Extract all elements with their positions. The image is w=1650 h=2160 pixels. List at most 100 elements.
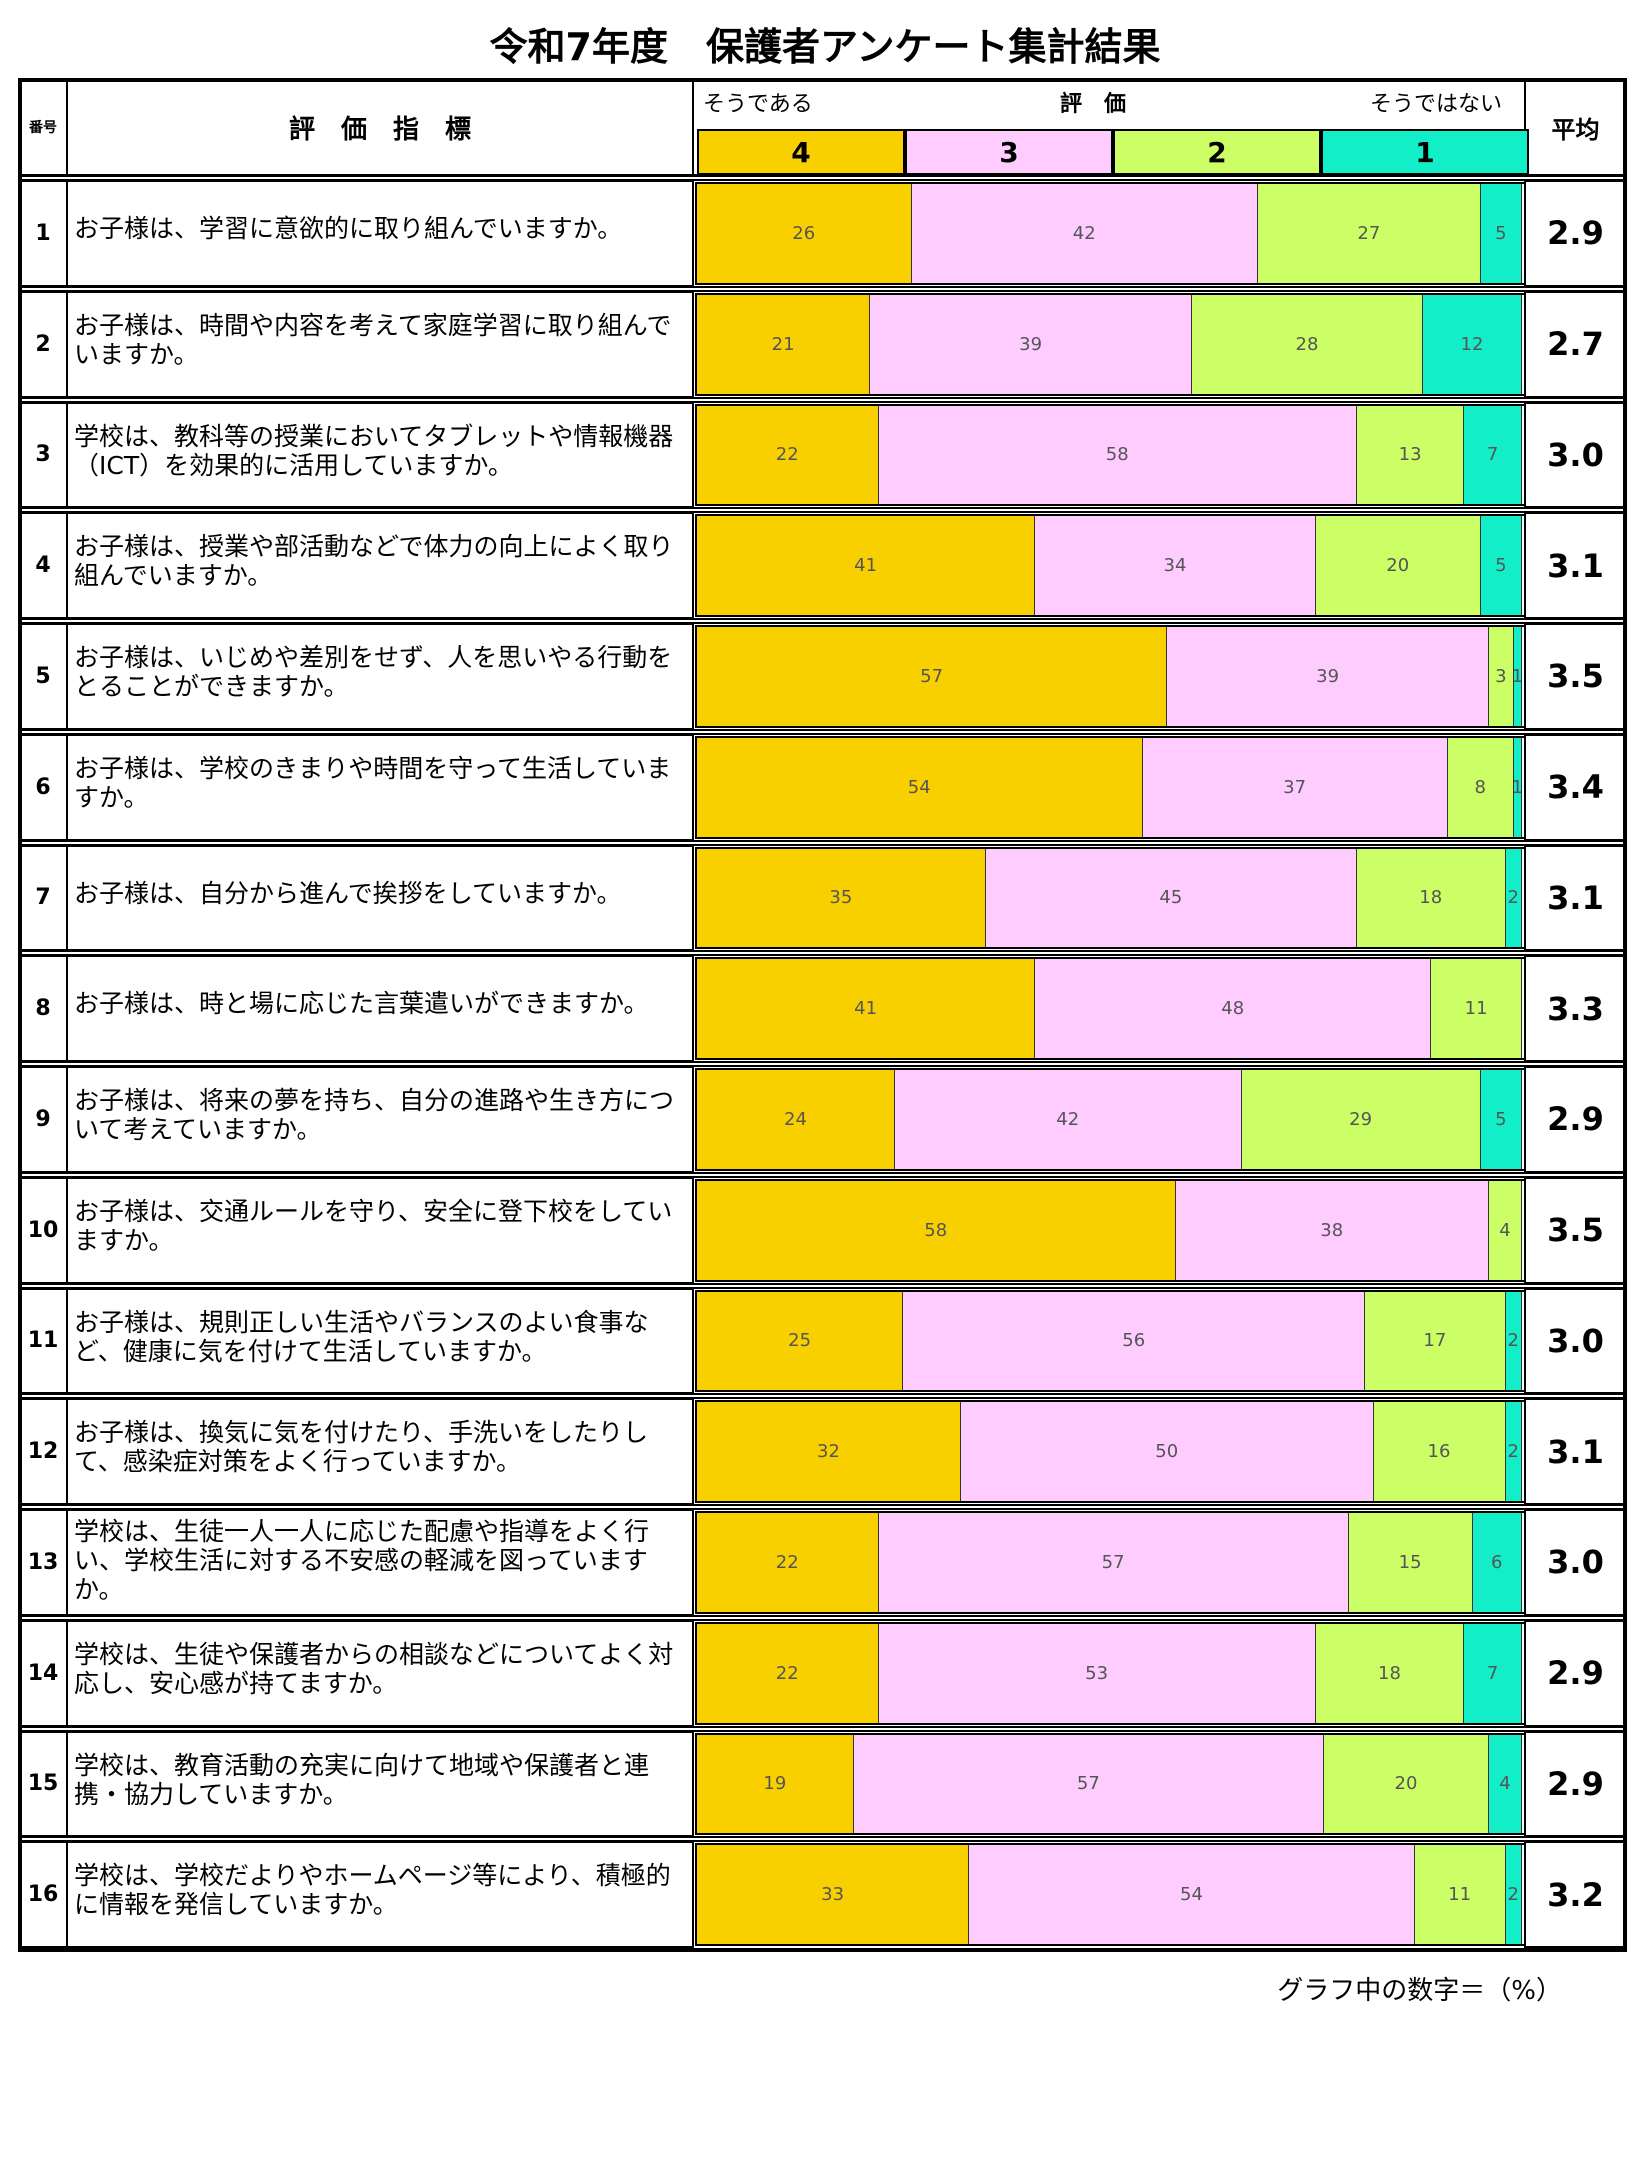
question: お子様は、規則正しい生活やバランスのよい食事など、健康に気を付けて生活しています… — [66, 1287, 694, 1395]
row-number: 10 — [18, 1176, 68, 1284]
bar-segment: 57 — [853, 1734, 1324, 1834]
average: 2.9 — [1524, 1066, 1627, 1173]
row-number: 8 — [18, 955, 68, 1062]
average: 3.1 — [1524, 1398, 1627, 1505]
bar-segment: 27 — [1258, 184, 1481, 283]
bar-segment: 22 — [697, 405, 879, 505]
bar-segment: 24 — [697, 1070, 895, 1169]
bar-segment: 18 — [1315, 1623, 1465, 1723]
bar-segment: 11 — [1414, 1845, 1506, 1944]
scale-box: 4 — [697, 129, 905, 175]
row-number: 12 — [18, 1398, 68, 1505]
bar-segment: 3 — [1489, 627, 1514, 726]
header-average: 平均 — [1524, 78, 1627, 176]
average: 3.1 — [1524, 844, 1627, 952]
bar-segment: 2 — [1505, 1845, 1522, 1944]
row-separator — [18, 1171, 1627, 1178]
average: 3.3 — [1524, 955, 1627, 1062]
bar-segment: 7 — [1464, 405, 1522, 505]
bar-segment: 22 — [697, 1513, 879, 1612]
row-separator — [18, 1614, 1627, 1621]
bar-segment: 54 — [969, 1845, 1415, 1944]
question: 学校は、学校だよりやホームページ等により、積極的に情報を発信していますか。 — [66, 1841, 694, 1948]
bar-segment: 26 — [697, 184, 912, 283]
question: お子様は、自分から進んで挨拶をしていますか。 — [66, 844, 694, 952]
bar-segment: 20 — [1315, 516, 1481, 615]
bar-segment: 16 — [1373, 1402, 1506, 1501]
row-number: 6 — [18, 733, 68, 841]
row-number: 7 — [18, 844, 68, 952]
average: 3.2 — [1524, 1841, 1627, 1948]
bar-segment: 42 — [911, 184, 1258, 283]
header-rating: 評 価 — [1060, 92, 1127, 117]
bar-segment: 4 — [1489, 1734, 1522, 1834]
row-number: 11 — [18, 1287, 68, 1395]
header-positive: そうである — [703, 92, 813, 117]
bar-segment: 2 — [1505, 1291, 1522, 1391]
row-number: 4 — [18, 512, 68, 619]
row-separator — [18, 1393, 1627, 1400]
row-separator — [18, 839, 1627, 846]
row-number: 3 — [18, 401, 68, 509]
row-number: 15 — [18, 1730, 68, 1838]
row-separator — [18, 507, 1627, 514]
bar-segment: 41 — [697, 516, 1036, 615]
row-number: 9 — [18, 1066, 68, 1173]
bar-segment: 5 — [1480, 516, 1522, 615]
question: 学校は、生徒や保護者からの相談などについてよく対応し、安心感が持てますか。 — [66, 1619, 694, 1727]
average: 3.5 — [1524, 623, 1627, 730]
average: 2.9 — [1524, 1730, 1627, 1838]
row-separator — [18, 950, 1627, 957]
bar-segment: 5 — [1480, 1070, 1522, 1169]
bar-segment: 5 — [1480, 184, 1522, 283]
row-number: 5 — [18, 623, 68, 730]
bar-segment: 15 — [1348, 1513, 1473, 1612]
bar-segment: 13 — [1357, 405, 1465, 505]
question: お子様は、交通ルールを守り、安全に登下校をしていますか。 — [66, 1176, 694, 1284]
bar-segment: 1 — [1513, 737, 1522, 837]
bar-segment: 1 — [1513, 627, 1522, 726]
average: 3.0 — [1524, 401, 1627, 509]
scale-box: 3 — [905, 129, 1113, 175]
question: お子様は、学習に意欲的に取り組んでいますか。 — [66, 180, 694, 287]
row-separator — [18, 728, 1627, 735]
question: お子様は、時間や内容を考えて家庭学習に取り組んでいますか。 — [66, 290, 694, 398]
bar-segment: 7 — [1464, 1623, 1522, 1723]
bar-segment: 22 — [697, 1623, 879, 1723]
title: 令和7年度 保護者アンケート集計結果 — [489, 24, 1161, 69]
bar-segment: 29 — [1241, 1070, 1481, 1169]
bar-segment: 6 — [1472, 1513, 1522, 1612]
row-separator — [18, 1504, 1627, 1510]
bar-segment: 32 — [697, 1402, 961, 1501]
average: 2.9 — [1524, 180, 1627, 287]
row-separator — [18, 1725, 1627, 1732]
bar-segment: 4 — [1489, 1180, 1522, 1280]
bar-segment: 34 — [1035, 516, 1316, 615]
question: 学校は、教科等の授業においてタブレットや情報機器（ICT）を効果的に活用していま… — [66, 401, 694, 509]
bar-segment: 2 — [1505, 848, 1522, 948]
bar-segment: 33 — [697, 1845, 970, 1944]
bar-segment: 19 — [697, 1734, 854, 1834]
bar-segment: 58 — [878, 405, 1357, 505]
bar-segment: 12 — [1423, 294, 1522, 394]
bar-segment: 2 — [1505, 1402, 1522, 1501]
bar-segment: 42 — [895, 1070, 1242, 1169]
header-negative: そうではない — [1370, 92, 1503, 117]
bar-segment: 38 — [1175, 1180, 1489, 1280]
question: お子様は、将来の夢を持ち、自分の進路や生き方について考えていますか。 — [66, 1066, 694, 1173]
question: お子様は、学校のきまりや時間を守って生活していますか。 — [66, 733, 694, 841]
question: お子様は、換気に気を付けたり、手洗いをしたりして、感染症対策をよく行っていますか… — [66, 1398, 694, 1505]
bar-segment: 48 — [1035, 959, 1432, 1058]
bar-segment: 39 — [870, 294, 1192, 394]
average: 3.4 — [1524, 733, 1627, 841]
question: お子様は、いじめや差別をせず、人を思いやる行動をとることができますか。 — [66, 623, 694, 730]
row-number: 1 — [18, 180, 68, 287]
row-number: 16 — [18, 1841, 68, 1948]
bar-segment: 53 — [878, 1623, 1316, 1723]
bar-segment: 21 — [697, 294, 871, 394]
bar-segment: 54 — [697, 737, 1143, 837]
row-separator — [18, 1836, 1627, 1843]
bar-segment: 18 — [1357, 848, 1506, 948]
bar-segment: 56 — [903, 1291, 1366, 1391]
